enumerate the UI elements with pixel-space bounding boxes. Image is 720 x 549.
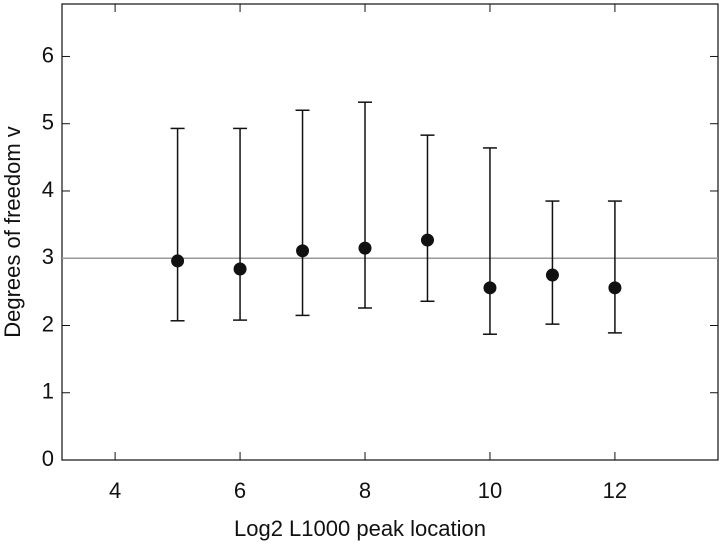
x-axis-label: Log2 L1000 peak location xyxy=(234,516,486,541)
point xyxy=(296,244,310,258)
x-tick-label: 6 xyxy=(234,478,246,503)
point xyxy=(233,262,247,276)
y-tick-label: 4 xyxy=(42,177,54,202)
point xyxy=(358,241,372,255)
point xyxy=(171,254,185,268)
point xyxy=(608,281,622,295)
x-tick-label: 8 xyxy=(359,478,371,503)
x-tick-label: 10 xyxy=(478,478,502,503)
plot-frame xyxy=(61,3,719,461)
y-tick-label: 6 xyxy=(42,42,54,67)
x-tick-label: 4 xyxy=(109,478,121,503)
y-tick-label: 3 xyxy=(42,244,54,269)
y-tick-label: 1 xyxy=(42,379,54,404)
y-tick-label: 5 xyxy=(42,110,54,135)
point xyxy=(545,268,559,282)
y-tick-label: 0 xyxy=(42,446,54,471)
point xyxy=(483,281,497,295)
x-tick-label: 12 xyxy=(603,478,627,503)
y-tick-label: 2 xyxy=(42,311,54,336)
point xyxy=(420,233,434,247)
y-axis-label: Degrees of freedom v xyxy=(0,126,25,338)
